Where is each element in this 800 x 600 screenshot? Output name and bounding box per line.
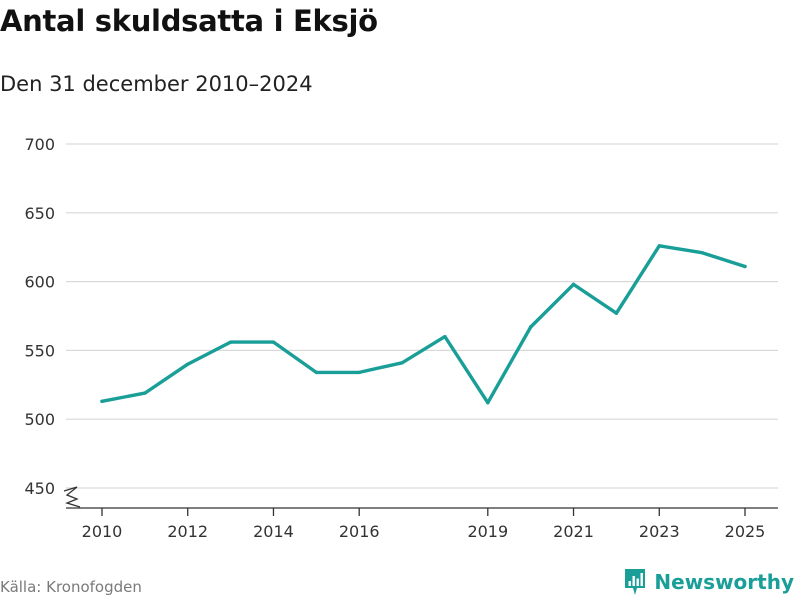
data-point <box>100 399 104 404</box>
chart-title: Antal skuldsatta i Eksjö <box>0 4 378 38</box>
data-point <box>486 400 490 405</box>
x-tick-label: 2025 <box>725 522 766 541</box>
x-tick-label: 2016 <box>339 522 380 541</box>
source-note: Källa: Kronofogden <box>0 578 142 596</box>
y-tick-label: 700 <box>24 135 55 154</box>
bar-chart-icon <box>625 569 646 595</box>
x-tick-label: 2019 <box>467 522 508 541</box>
x-axis <box>63 486 778 509</box>
data-point <box>571 282 576 287</box>
y-tick-label: 450 <box>24 479 55 498</box>
x-tick-label: 2012 <box>167 522 208 541</box>
y-tick-label: 650 <box>24 204 55 223</box>
x-tick-label: 2014 <box>253 522 294 541</box>
series-line-0 <box>100 244 747 405</box>
chart-subtitle: Den 31 december 2010–2024 <box>0 72 313 96</box>
series-layer <box>100 244 747 405</box>
brand-logo: Newsworthy <box>623 568 794 596</box>
gridlines <box>66 143 778 489</box>
data-point <box>614 311 619 315</box>
x-tick-label: 2021 <box>553 522 594 541</box>
data-point <box>186 362 190 366</box>
x-tick-label: 2023 <box>639 522 680 541</box>
data-point <box>228 340 233 344</box>
y-tick-label: 550 <box>24 341 55 360</box>
data-point <box>400 361 404 365</box>
y-axis-ticks: 450 500 550 600 650 700 <box>24 135 55 498</box>
data-point <box>657 244 661 248</box>
data-point <box>443 334 447 339</box>
x-tick-label: 2010 <box>82 522 123 541</box>
data-point <box>357 370 361 375</box>
x-axis-ticks: 2010 2012 2014 2016 2019 2021 2023 2025 <box>82 508 766 541</box>
axis-break-marker <box>63 486 81 508</box>
brand-name: Newsworthy <box>654 570 794 594</box>
data-point <box>528 325 533 329</box>
y-tick-label: 500 <box>24 410 55 429</box>
data-point <box>700 251 704 255</box>
data-point <box>271 340 276 344</box>
data-point <box>314 370 319 375</box>
data-point <box>143 391 147 395</box>
data-point <box>743 264 747 269</box>
y-tick-label: 600 <box>24 273 55 292</box>
